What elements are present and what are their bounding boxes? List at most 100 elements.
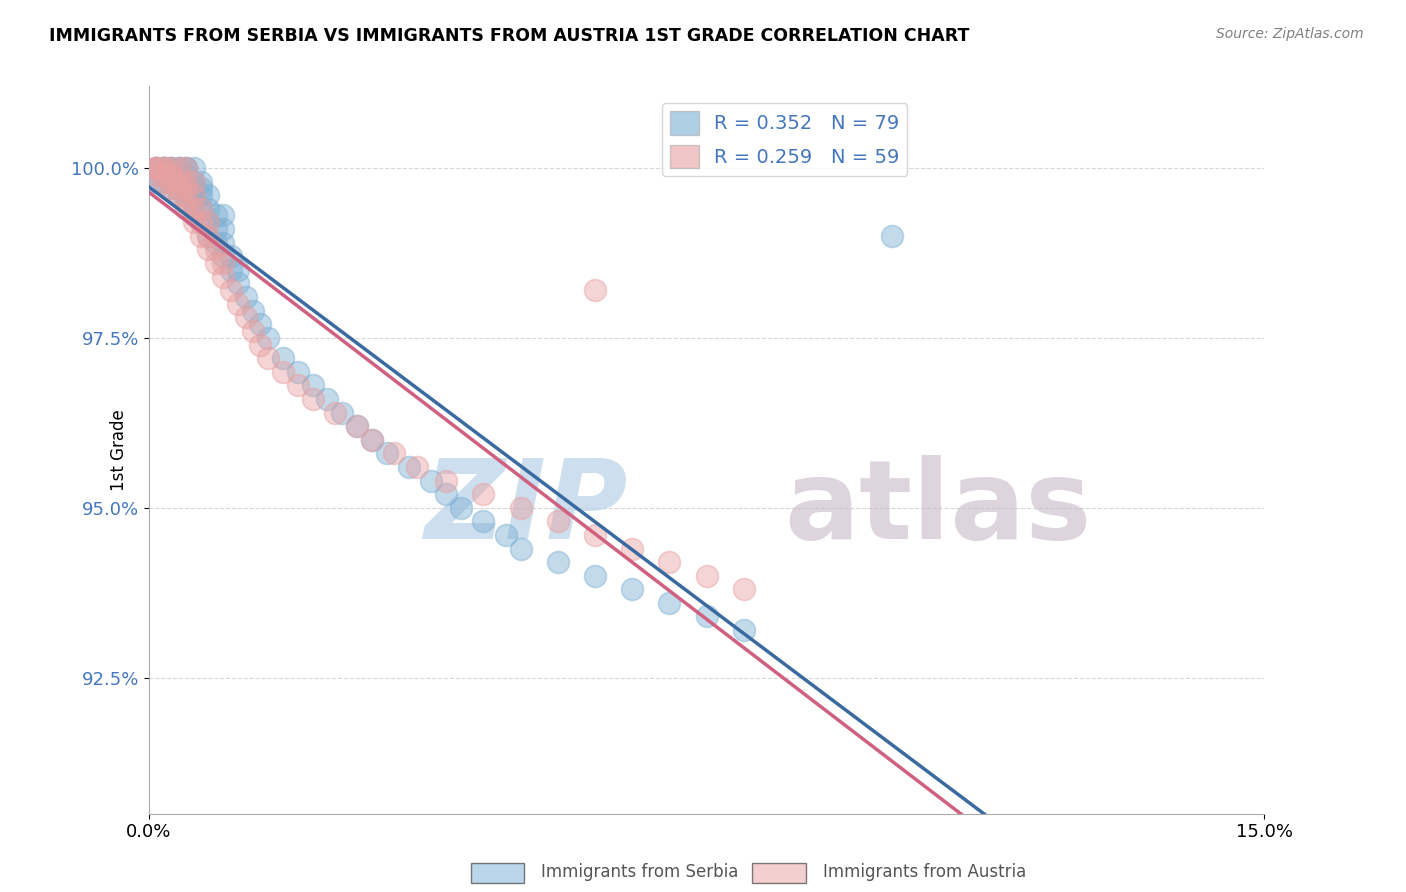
Point	[167, 188, 190, 202]
Point	[145, 174, 167, 188]
Point	[346, 419, 368, 434]
Point	[219, 263, 242, 277]
Point	[167, 181, 190, 195]
Point	[621, 582, 644, 597]
Point	[174, 174, 197, 188]
Point	[174, 168, 197, 182]
Point	[257, 351, 280, 366]
Point	[271, 365, 294, 379]
Point	[583, 528, 606, 542]
Point	[197, 202, 219, 216]
Point	[375, 446, 398, 460]
Point	[153, 168, 176, 182]
Point	[696, 568, 718, 582]
Point	[330, 406, 353, 420]
Point	[583, 568, 606, 582]
Point	[733, 623, 755, 637]
Point	[190, 215, 212, 229]
Point	[183, 174, 205, 188]
Point	[167, 161, 190, 175]
Point	[174, 188, 197, 202]
Point	[361, 433, 384, 447]
Point	[153, 161, 176, 175]
Point	[167, 174, 190, 188]
Point	[145, 161, 167, 175]
Point	[160, 168, 183, 182]
Point	[160, 168, 183, 182]
Point	[167, 188, 190, 202]
Point	[696, 609, 718, 624]
Point	[212, 269, 235, 284]
Point	[174, 181, 197, 195]
Point	[167, 181, 190, 195]
Point	[190, 215, 212, 229]
Point	[160, 181, 183, 195]
Point	[174, 194, 197, 209]
Point	[472, 514, 495, 528]
Point	[160, 161, 183, 175]
Point	[287, 365, 309, 379]
Point	[495, 528, 517, 542]
Point	[547, 555, 569, 569]
Point	[197, 215, 219, 229]
Point	[212, 256, 235, 270]
Point	[183, 194, 205, 209]
Point	[183, 215, 205, 229]
Point	[183, 161, 205, 175]
Point	[167, 161, 190, 175]
Point	[658, 596, 681, 610]
Point	[153, 161, 176, 175]
Point	[183, 209, 205, 223]
Point	[450, 500, 472, 515]
Point	[183, 202, 205, 216]
Point	[145, 168, 167, 182]
Point	[160, 161, 183, 175]
Point	[160, 161, 183, 175]
Point	[226, 263, 249, 277]
Point	[509, 541, 531, 556]
Point	[160, 181, 183, 195]
Point	[212, 249, 235, 263]
Point	[205, 243, 228, 257]
Point	[190, 202, 212, 216]
Point	[301, 392, 323, 406]
Point	[197, 188, 219, 202]
Point	[733, 582, 755, 597]
Point	[167, 168, 190, 182]
Point	[658, 555, 681, 569]
Point	[183, 188, 205, 202]
Point	[145, 161, 167, 175]
Point	[174, 161, 197, 175]
Point	[190, 202, 212, 216]
Point	[621, 541, 644, 556]
Point	[174, 174, 197, 188]
Point	[212, 222, 235, 236]
Point	[174, 161, 197, 175]
Point	[183, 174, 205, 188]
Point	[160, 174, 183, 188]
Point	[242, 324, 264, 338]
Point	[197, 228, 219, 243]
Point	[398, 460, 420, 475]
Text: Immigrants from Austria: Immigrants from Austria	[823, 863, 1026, 881]
Point	[197, 243, 219, 257]
Point	[153, 161, 176, 175]
Point	[205, 222, 228, 236]
Point	[174, 181, 197, 195]
Point	[190, 228, 212, 243]
Point	[235, 290, 257, 304]
Point	[882, 228, 904, 243]
Point	[249, 337, 271, 351]
Point	[190, 188, 212, 202]
Point	[509, 500, 531, 515]
Point	[205, 256, 228, 270]
Point	[205, 209, 228, 223]
Point	[174, 202, 197, 216]
Point	[235, 310, 257, 325]
Point	[226, 277, 249, 291]
Point	[219, 249, 242, 263]
Text: Source: ZipAtlas.com: Source: ZipAtlas.com	[1216, 27, 1364, 41]
Point	[197, 215, 219, 229]
Point	[183, 181, 205, 195]
Point	[212, 235, 235, 250]
